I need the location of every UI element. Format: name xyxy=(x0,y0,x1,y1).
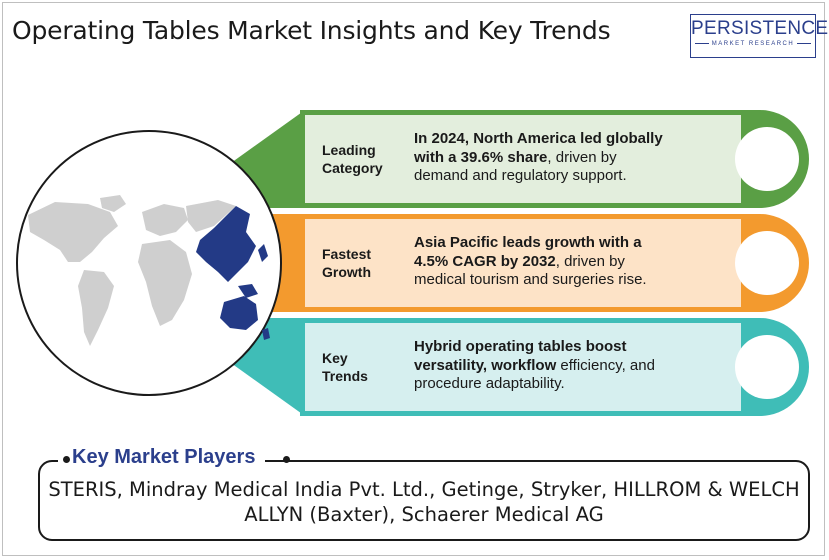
text-bold-segment: 4.5% CAGR by 2032 xyxy=(414,252,556,270)
card-key-trends-shape xyxy=(210,318,809,416)
text-line: demand and regulatory support. xyxy=(414,167,627,184)
text-segment: , driven by xyxy=(555,252,625,270)
persistence-logo: PERSISTENCE MARKET RESEARCH xyxy=(690,14,829,58)
logo-main-text: PERSISTENCE xyxy=(691,18,829,39)
label-line-1: Key xyxy=(322,350,348,366)
bullet-dot-right xyxy=(283,456,290,463)
text-bold-segment: with a 39.6% share xyxy=(414,148,548,166)
card-label-key-trends: Key Trends xyxy=(322,349,368,385)
card-text-key-trends: Hybrid operating tables boost versatilit… xyxy=(414,338,655,394)
page-title: Operating Tables Market Insights and Key… xyxy=(12,16,611,45)
card-text-leading-category: In 2024, North America led globally with… xyxy=(414,130,663,186)
card-label-leading-category: Leading Category xyxy=(322,141,383,177)
key-players-box xyxy=(38,460,810,541)
key-players-list: STERIS, Mindray Medical India Pvt. Ltd.,… xyxy=(48,478,800,526)
text-segment: efficiency, and xyxy=(556,356,655,374)
label-line-1: Leading xyxy=(322,142,376,158)
label-line-1: Fastest xyxy=(322,246,372,262)
key-players-title: Key Market Players xyxy=(58,446,266,469)
text-line: medical tourism and surgeries rise. xyxy=(414,271,647,288)
card-fastest-growth-shape xyxy=(252,214,809,312)
card-label-fastest-growth: Fastest Growth xyxy=(322,245,371,281)
text-bold-segment: versatility, workflow xyxy=(414,356,557,374)
logo-sub-text: MARKET RESEARCH xyxy=(711,41,795,47)
label-line-2: Category xyxy=(322,160,383,176)
bullet-dot-left xyxy=(63,456,70,463)
text-segment: , driven by xyxy=(547,148,617,166)
text-bold-line: Hybrid operating tables boost xyxy=(414,338,627,355)
label-line-2: Growth xyxy=(322,264,371,280)
label-line-2: Trends xyxy=(322,368,368,384)
card-text-fastest-growth: Asia Pacific leads growth with a 4.5% CA… xyxy=(414,234,647,290)
text-bold-line: Asia Pacific leads growth with a xyxy=(414,234,642,251)
logo-subline: MARKET RESEARCH xyxy=(691,39,815,47)
card-leading-category-shape xyxy=(210,110,809,208)
text-line: procedure adaptability. xyxy=(414,375,565,392)
text-bold-line: In 2024, North America led globally xyxy=(414,130,663,147)
world-map-icon xyxy=(16,130,282,396)
